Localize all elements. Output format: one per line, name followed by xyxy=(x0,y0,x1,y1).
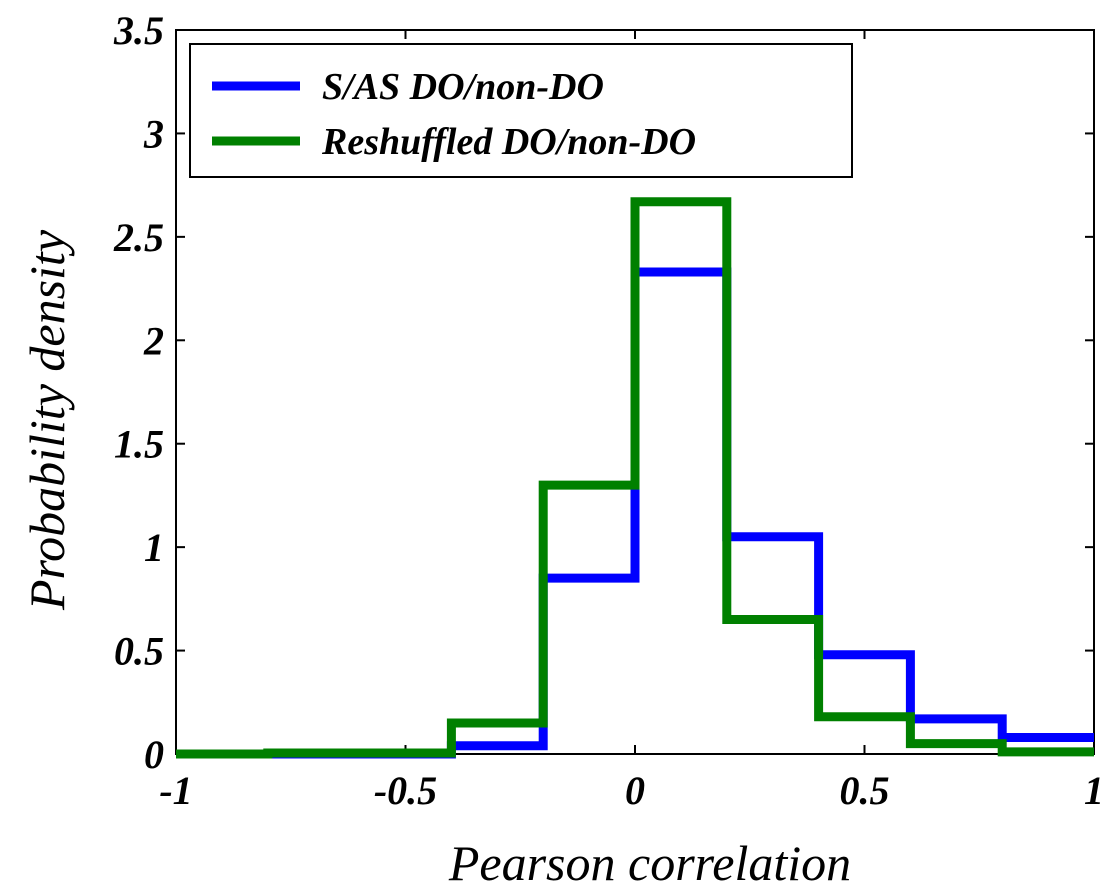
legend: S/AS DO/non-DO Reshuffled DO/non-DO xyxy=(189,43,853,178)
y-tick-label: 3 xyxy=(143,111,164,156)
y-tick-label: 0 xyxy=(144,732,164,777)
x-tick-label: 0.5 xyxy=(840,768,890,813)
x-tick-label: 1 xyxy=(1084,768,1104,813)
y-tick-label: 2 xyxy=(143,318,164,363)
series-line xyxy=(176,197,1094,759)
series-layer xyxy=(176,197,1094,759)
y-tick-label: 1.5 xyxy=(114,422,164,467)
x-tick-label: 0 xyxy=(625,768,645,813)
x-axis-ticks: -1 -0.5 0 0.5 1 xyxy=(159,30,1104,813)
y-axis-title: Probability density xyxy=(19,229,75,611)
y-axis-ticks: 0 0.5 1 1.5 2 2.5 3 3.5 xyxy=(113,8,1094,777)
y-tick-label: 0.5 xyxy=(114,629,164,674)
x-tick-label: -0.5 xyxy=(374,768,437,813)
legend-box xyxy=(189,43,853,178)
y-tick-label: 1 xyxy=(144,525,164,570)
legend-label-reshuffled: Reshuffled DO/non-DO xyxy=(321,121,696,163)
series-1 xyxy=(176,197,1094,759)
x-tick-label: -1 xyxy=(159,768,192,813)
y-tick-label: 2.5 xyxy=(113,215,164,260)
legend-label-s-as: S/AS DO/non-DO xyxy=(322,66,604,108)
y-tick-label: 3.5 xyxy=(113,8,164,53)
x-axis-title: Pearson correlation xyxy=(448,835,851,890)
